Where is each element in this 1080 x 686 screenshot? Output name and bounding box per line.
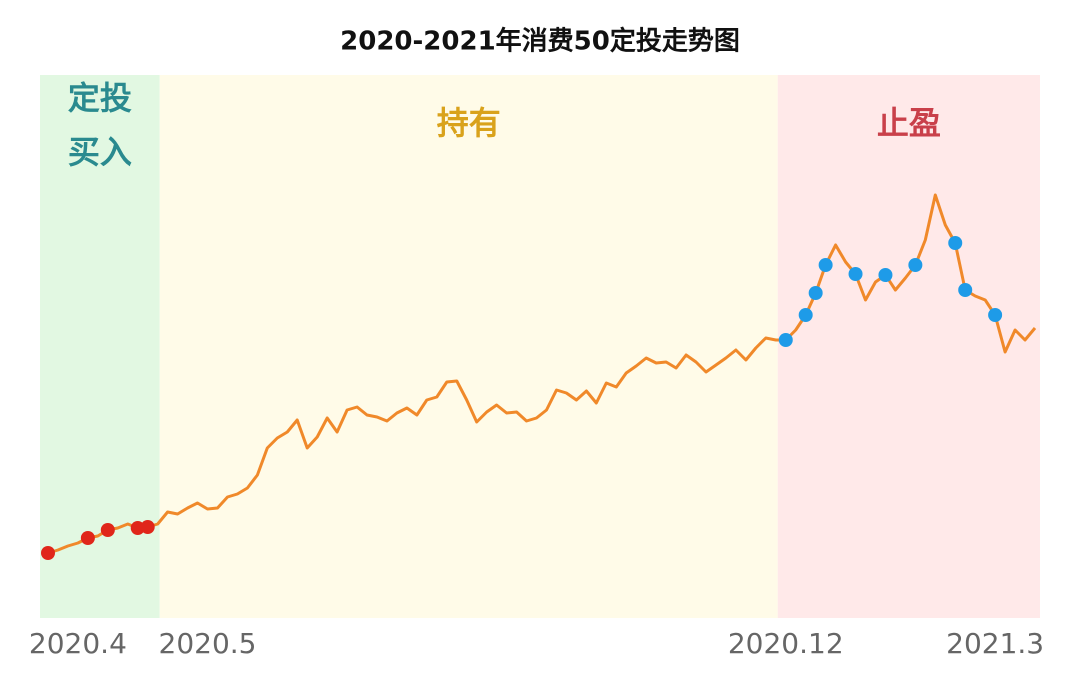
- phase-region: [777, 75, 1040, 618]
- price-line: [47, 193, 1037, 555]
- sell-marker: [988, 308, 1003, 322]
- x-tick-label: 2020.4: [29, 627, 127, 660]
- x-tick-label: 2020.12: [728, 627, 844, 660]
- chart-title: 2020-2021年消费50定投走势图: [340, 26, 740, 57]
- sell-marker: [808, 286, 823, 300]
- x-tick-label: 2020.5: [159, 627, 257, 660]
- sell-marker: [818, 258, 833, 272]
- phase-label: 止盈: [877, 104, 941, 142]
- sell-marker: [958, 283, 973, 297]
- x-tick-label: 2021.3: [946, 627, 1044, 660]
- phase-label: 持有: [437, 104, 501, 142]
- buy-marker: [41, 546, 55, 560]
- sell-marker: [798, 308, 813, 322]
- sell-marker: [908, 258, 923, 272]
- sell-marker: [778, 333, 793, 347]
- buy-marker: [80, 531, 95, 545]
- sell-marker: [848, 267, 863, 281]
- sell-marker: [948, 236, 963, 250]
- sell-marker: [878, 268, 893, 282]
- buy-marker: [100, 523, 115, 537]
- buy-marker: [140, 520, 155, 534]
- phase-label: 买入: [68, 133, 132, 171]
- phase-label: 定投: [68, 79, 132, 117]
- phase-region: [159, 75, 778, 618]
